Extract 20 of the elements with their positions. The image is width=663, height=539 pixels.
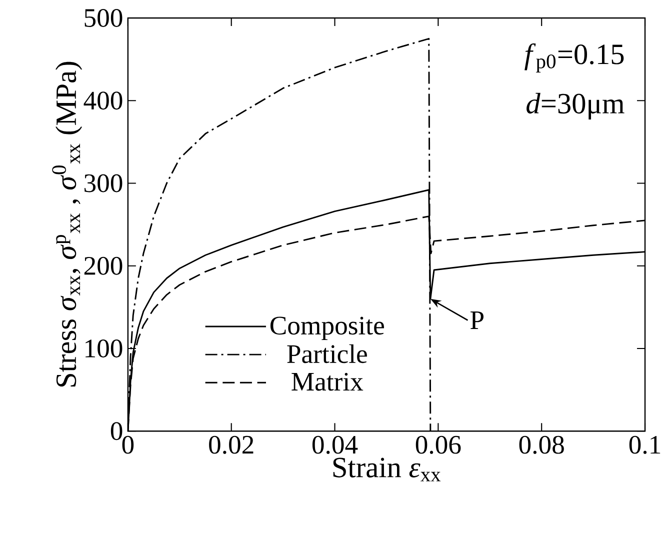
y-tick-label: 100 bbox=[86, 339, 122, 358]
x-tick-label: 0.08 bbox=[519, 436, 564, 454]
legend-label: Particle bbox=[287, 344, 367, 364]
x-axis-title: Strain ε$_{xx}$ bbox=[333, 458, 441, 482]
x-tick-label: 0 bbox=[122, 436, 134, 454]
legend-label: Composite bbox=[270, 316, 384, 340]
annotation: f$_{p0}$=0.15 bbox=[524, 43, 624, 72]
x-tick-label: 0.1 bbox=[629, 436, 660, 454]
y-tick-label: 300 bbox=[84, 174, 122, 192]
y-tick-label: 200 bbox=[84, 256, 122, 275]
y-tick-label: 500 bbox=[84, 8, 122, 27]
y-tick-label: 0 bbox=[110, 422, 122, 440]
y-tick-label: 400 bbox=[84, 92, 122, 110]
x-tick-label: 0.02 bbox=[209, 436, 254, 454]
annotation: P bbox=[470, 311, 484, 329]
legend-label: Matrix bbox=[292, 372, 364, 391]
x-tick-label: 0.04 bbox=[312, 436, 358, 454]
x-tick-label: 0.06 bbox=[416, 436, 461, 454]
text: Stress σ$_{xx}$, σ$^{p}$$_{xx}$ , σ$^{0}$$_{xx}$ (MPa) bbox=[52, 62, 82, 386]
annotation: d=30μm bbox=[526, 92, 624, 120]
